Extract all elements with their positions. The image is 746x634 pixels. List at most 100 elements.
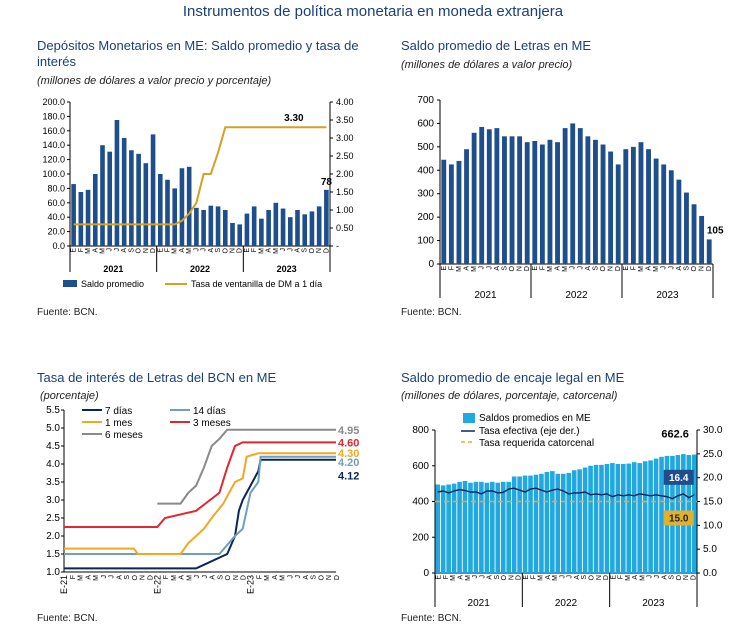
annotation-effective: 16.4: [669, 473, 689, 484]
x-month-label: E: [523, 575, 530, 580]
x-month-label: F: [256, 575, 263, 579]
x-month-label: A: [272, 575, 279, 580]
bar: [555, 142, 560, 264]
rate-line: [73, 126, 327, 226]
x-month-label: M: [273, 248, 280, 254]
y-tick-label: 40.0: [47, 212, 65, 222]
y-tick-label: 5.5: [46, 405, 60, 416]
bar: [494, 128, 500, 264]
x-month-label: J: [201, 248, 208, 252]
y2-tick-label: 3.50: [336, 115, 354, 125]
bar: [562, 128, 568, 264]
y2-tick-label: 0.0: [703, 568, 717, 579]
bar: [524, 142, 530, 264]
effective-rate-line: [437, 487, 695, 500]
y-tick-label: 400: [417, 165, 434, 176]
x-month-label: E: [244, 248, 251, 253]
x-month-label: J: [194, 575, 201, 579]
x-month-label: J: [668, 266, 675, 270]
x-month-label: M: [456, 266, 463, 272]
x-month-label: E: [532, 266, 539, 271]
x-month-label: J: [295, 575, 302, 579]
x-month-label: N: [230, 248, 237, 253]
x-month-label: J: [280, 248, 287, 252]
y-tick-label: 600: [412, 461, 429, 472]
y-tick-label: 200.0: [42, 97, 65, 107]
bar: [571, 470, 577, 573]
bar: [648, 460, 653, 573]
y-tick-label: 4.0: [46, 459, 60, 470]
bar: [456, 160, 462, 264]
x-month-label: N: [596, 575, 603, 580]
y2-tick-label: 30.0: [703, 425, 723, 436]
bar: [230, 222, 235, 246]
bar: [462, 480, 468, 573]
bar: [251, 206, 257, 246]
bar: [699, 215, 705, 264]
bar: [484, 482, 490, 573]
x-month-label: M: [465, 575, 472, 581]
y-tick-label: 120.0: [42, 155, 65, 165]
page-title: Instrumentos de política monetaria en mo…: [182, 3, 564, 20]
bar: [473, 481, 479, 573]
x-month-label: J: [577, 266, 584, 270]
x-month-label: F: [443, 575, 450, 579]
x-month-label: S: [683, 266, 690, 271]
legend-label-1: 14 días: [193, 406, 226, 417]
y-tick-label: 700: [417, 95, 434, 106]
panel-bl-source: Fuente: BCN.: [37, 613, 98, 624]
bar: [157, 174, 163, 246]
x-month-label: F: [630, 266, 637, 270]
panel-br-title: Saldo promedio de encaje legal en ME: [401, 370, 625, 385]
bar: [600, 144, 606, 264]
bar: [566, 472, 572, 573]
bar: [150, 134, 156, 246]
x-month-label: M: [93, 575, 100, 581]
x-year-label: 2022: [555, 598, 578, 609]
bar: [550, 471, 555, 573]
x-month-label: A: [92, 248, 99, 253]
bar: [121, 138, 127, 246]
bar: [194, 207, 199, 246]
x-month-label: D: [237, 248, 244, 253]
bar: [446, 484, 451, 573]
legend-label-4: 6 meses: [105, 430, 143, 441]
end-label-0: 4.12: [338, 471, 359, 483]
panel-tl-title: Depósitos Monetarios en ME: Saldo promed…: [37, 38, 359, 69]
bar: [143, 163, 149, 246]
y-tick-label: 4.5: [46, 441, 60, 452]
x-month-label: D: [323, 248, 330, 253]
x-month-label: M: [78, 575, 85, 581]
y-tick-label: 180.0: [42, 111, 65, 121]
bar: [544, 472, 550, 573]
panel-bl-title: Tasa de interés de Letras del BCN en ME: [37, 370, 277, 385]
bar: [451, 483, 457, 573]
x-month-label: S: [302, 248, 309, 253]
x-month-label: E: [441, 266, 448, 271]
bar: [653, 458, 659, 573]
x-month-label: D: [334, 575, 341, 580]
x-month-label: O: [509, 265, 516, 271]
bar: [522, 475, 528, 573]
bar: [638, 142, 644, 264]
x-month-label: M: [280, 575, 287, 581]
y-tick-label: 20.0: [47, 227, 65, 237]
x-month-label: F: [163, 575, 170, 579]
x-year-label: 2021: [468, 598, 491, 609]
legend-label-0: 7 días: [105, 406, 132, 417]
x-month-label: J: [193, 248, 200, 252]
x-month-label: S: [669, 575, 676, 580]
bar: [486, 129, 492, 264]
x-month-label: M: [653, 266, 660, 272]
x-month-label: J: [472, 575, 479, 579]
annotation-required-box: [663, 510, 694, 526]
x-month-label: J: [654, 575, 661, 579]
x-month-label: E: [623, 266, 630, 271]
x-month-label: F: [618, 575, 625, 579]
bar: [684, 192, 689, 264]
y-tick-label: 2.0: [46, 531, 60, 542]
bar: [615, 463, 621, 573]
bar: [295, 210, 300, 246]
x-month-label: A: [632, 575, 639, 580]
x-month-label: F: [70, 575, 77, 579]
